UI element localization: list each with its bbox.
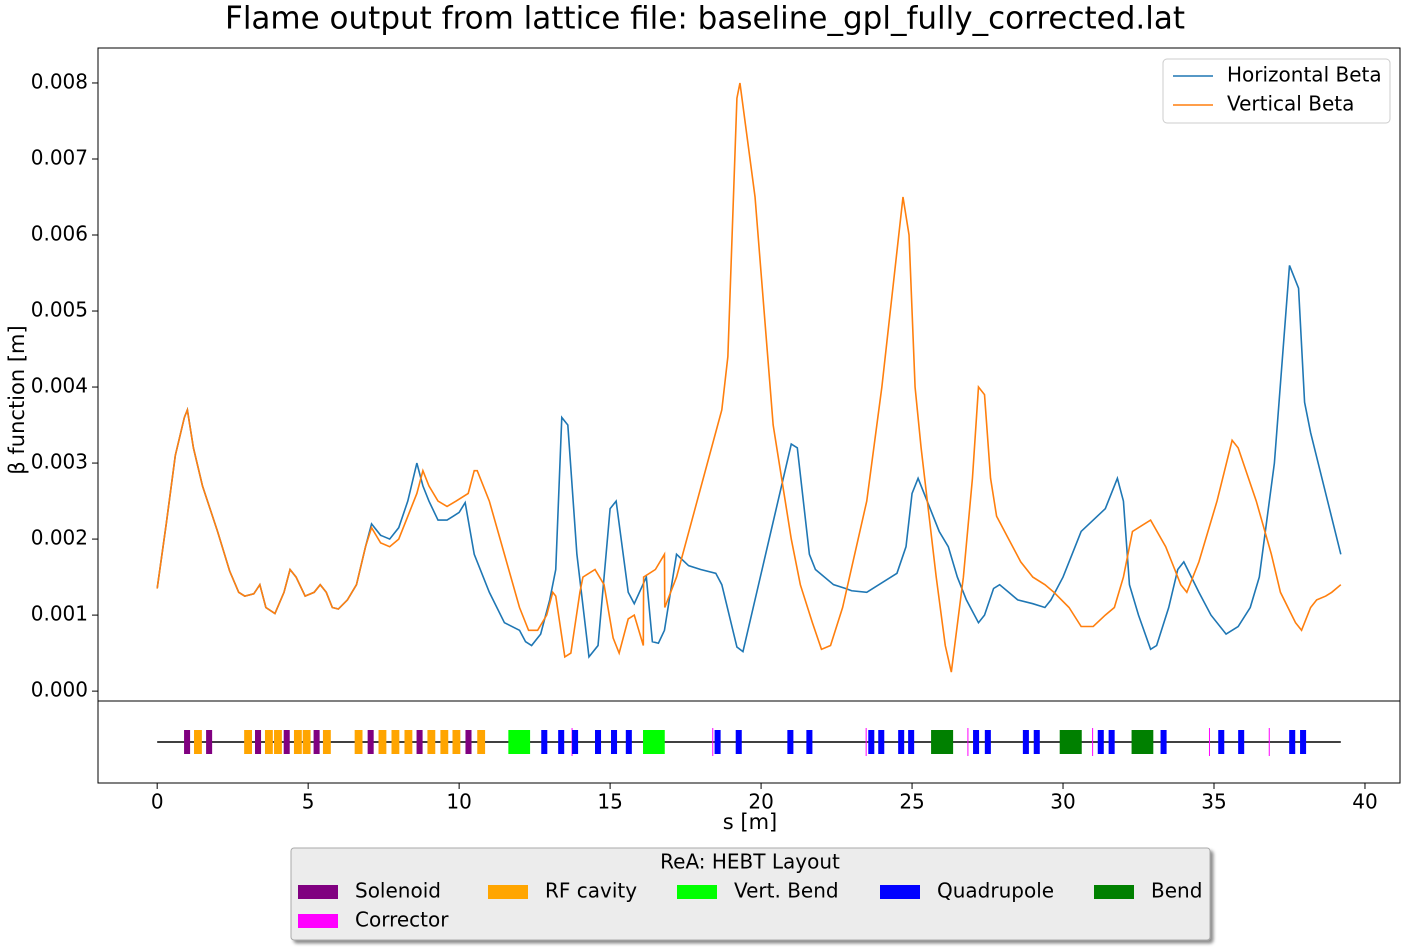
layout-element: [735, 730, 742, 754]
layout-legend-label: Bend: [1151, 879, 1202, 903]
layout-element: [313, 730, 320, 754]
x-tick-label: 20: [748, 790, 773, 814]
layout-element: [391, 730, 400, 754]
x-tick-label: 40: [1352, 790, 1377, 814]
layout-element: [244, 730, 252, 754]
layout-element: [354, 730, 363, 754]
layout-element: [194, 730, 202, 754]
layout-element: [1059, 730, 1082, 754]
layout-element: [714, 730, 721, 754]
layout-element: [1300, 730, 1307, 754]
y-tick-label: 0.005: [31, 298, 88, 322]
layout-element: [643, 730, 665, 754]
legend-label: Vertical Beta: [1227, 92, 1354, 116]
x-tick-label: 25: [899, 790, 924, 814]
y-axis-label: β function [m]: [5, 325, 29, 474]
x-tick-label: 10: [446, 790, 471, 814]
layout-element: [367, 730, 374, 754]
layout-element: [378, 730, 387, 754]
layout-element: [1097, 730, 1104, 754]
series-line: [156, 265, 1342, 659]
layout-element: [806, 730, 813, 754]
layout-element: [931, 730, 954, 754]
x-tick-label: 35: [1201, 790, 1226, 814]
layout-element: [973, 730, 980, 754]
layout-legend-label: Quadrupole: [937, 879, 1054, 903]
layout-element: [477, 730, 486, 754]
layout-legend-label: RF cavity: [545, 879, 637, 903]
layout-element: [878, 730, 885, 754]
layout-element: [541, 730, 548, 754]
layout-element: [572, 730, 579, 754]
y-tick-label: 0.006: [31, 222, 88, 246]
y-tick-label: 0.000: [31, 678, 88, 702]
layout-element: [427, 730, 436, 754]
layout-element: [984, 730, 991, 754]
layout-element: [293, 730, 302, 754]
chart-title: Flame output from lattice file: baseline…: [225, 1, 1185, 37]
layout-element: [595, 730, 602, 754]
layout-element: [1131, 730, 1154, 754]
layout-element: [255, 730, 262, 754]
x-tick-label: 30: [1050, 790, 1075, 814]
layout-element: [184, 730, 191, 754]
layout-element: [868, 730, 875, 754]
y-tick-label: 0.001: [31, 602, 88, 626]
layout-legend-swatch: [488, 885, 528, 899]
y-tick-label: 0.008: [31, 69, 88, 93]
x-tick-label: 5: [302, 790, 315, 814]
layout-element: [1033, 730, 1040, 754]
layout-element: [1289, 730, 1296, 754]
layout-axes-frame: [97, 700, 1401, 784]
layout-element: [283, 730, 290, 754]
layout-element: [558, 730, 565, 754]
y-tick-label: 0.007: [31, 145, 88, 169]
layout-element: [206, 730, 213, 754]
layout-element: [625, 730, 632, 754]
layout-element: [404, 730, 413, 754]
layout-element: [898, 730, 905, 754]
layout-element: [440, 730, 449, 754]
layout-legend-swatch: [298, 885, 338, 899]
x-tick-label: 0: [151, 790, 164, 814]
layout-legend-label: Vert. Bend: [734, 879, 839, 903]
series-line: [156, 82, 1342, 673]
layout-element: [322, 730, 331, 754]
legend-label: Horizontal Beta: [1227, 63, 1382, 87]
layout-element: [908, 730, 915, 754]
layout-legend-box: [290, 847, 1211, 941]
layout-element: [1218, 730, 1225, 754]
y-tick-label: 0.004: [31, 374, 88, 398]
y-tick-label: 0.003: [31, 450, 88, 474]
x-axis-label: s [m]: [723, 810, 777, 834]
layout-legend-swatch: [677, 885, 717, 899]
layout-element: [274, 730, 282, 754]
layout-element: [1022, 730, 1029, 754]
layout-element: [416, 730, 423, 754]
layout-element: [508, 730, 531, 754]
layout-element: [452, 730, 461, 754]
layout-legend-label: Solenoid: [355, 879, 441, 903]
layout-element: [465, 730, 472, 754]
plot-area: [156, 82, 1342, 673]
layout-element: [1108, 730, 1115, 754]
layout-element: [611, 730, 618, 754]
layout-element: [1160, 730, 1167, 754]
layout-element: [302, 730, 311, 754]
layout-legend-swatch: [880, 885, 920, 899]
layout-legend-swatch: [298, 914, 338, 928]
x-tick-label: 15: [597, 790, 622, 814]
layout-element: [264, 730, 273, 754]
layout-element: [787, 730, 794, 754]
layout-legend-swatch: [1094, 885, 1134, 899]
layout-legend-label: Corrector: [355, 908, 449, 932]
legend-box: [1162, 58, 1391, 124]
y-tick-label: 0.002: [31, 526, 88, 550]
layout-element: [1238, 730, 1245, 754]
layout-legend-title: ReA: HEBT Layout: [660, 850, 840, 874]
